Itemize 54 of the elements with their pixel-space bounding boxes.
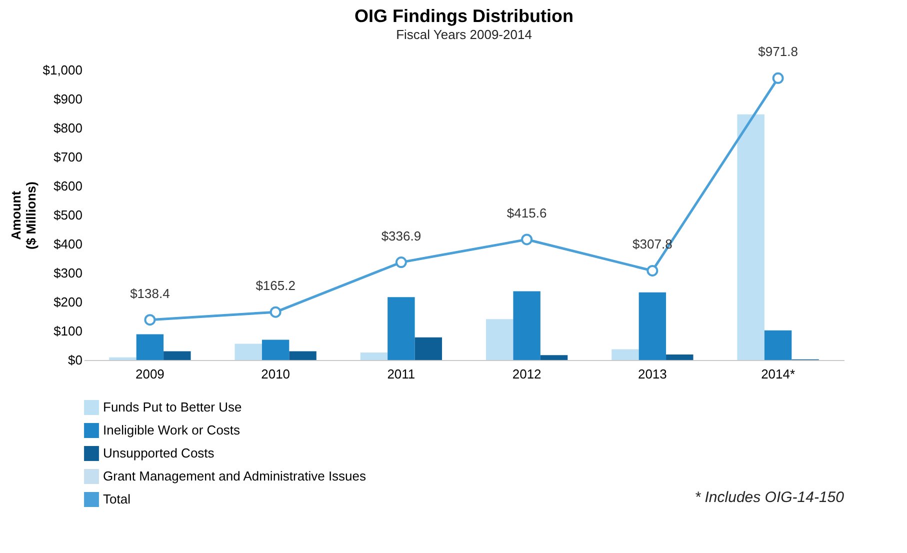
y-tick-label: $600	[54, 178, 82, 194]
y-tick-label: $500	[54, 208, 82, 222]
legend-label: Grant Management and Administrative Issues	[103, 468, 367, 484]
bar	[109, 357, 136, 360]
y-tick-label: $100	[54, 324, 82, 338]
bar	[164, 351, 191, 360]
x-tick-label: 2012	[512, 366, 542, 382]
bar	[234, 344, 262, 360]
y-tick-label: $700	[54, 150, 82, 164]
bar	[737, 114, 764, 360]
bar	[666, 354, 694, 360]
bar	[638, 292, 666, 360]
point	[395, 256, 407, 268]
x-tick-label: 2009	[135, 366, 164, 382]
data-label: $138.4	[130, 286, 170, 301]
legend-label: Funds Put to Better Use	[103, 400, 242, 414]
x-tick-label: 2014*	[761, 366, 796, 382]
bar	[414, 337, 442, 360]
y-tick-label: $1,000	[42, 62, 82, 78]
point	[270, 306, 282, 318]
x-tick-label: 2011	[387, 366, 416, 382]
data-label: $415.6	[506, 205, 547, 220]
y-tick-label: $800	[54, 120, 82, 136]
bar	[764, 330, 792, 360]
bar	[136, 334, 164, 360]
y-tick-label: $300	[54, 266, 82, 280]
data-label: $336.9	[381, 228, 422, 244]
text: * Includes OIG-14-150	[694, 489, 845, 506]
x-tick-label: 2010	[261, 366, 290, 382]
bar	[360, 352, 388, 360]
bar	[612, 349, 639, 360]
data-label: $971.8	[758, 44, 798, 60]
y-tick-label: $400	[54, 236, 82, 252]
bar	[540, 355, 568, 360]
y-tick-label: $900	[54, 92, 82, 106]
bar	[262, 340, 290, 360]
legend-label: Unsupported Costs	[103, 446, 215, 460]
y-axis-title: Amount ($ Millions)	[8, 182, 39, 250]
bar	[289, 351, 316, 360]
legend-label: Ineligible Work or Costs	[103, 422, 241, 438]
point	[521, 234, 533, 246]
chart-subtitle: Fiscal Years 2009-2014	[396, 27, 532, 42]
legend-label: Total	[103, 492, 131, 506]
chart-title: OIG Findings Distribution	[354, 6, 574, 26]
x-tick-label: 2013	[638, 366, 667, 382]
y-tick-label: $200	[54, 294, 82, 310]
point	[772, 72, 784, 84]
bar	[388, 297, 415, 360]
data-label: $165.2	[256, 278, 296, 294]
bar	[513, 291, 540, 360]
point	[144, 314, 156, 326]
point	[646, 265, 658, 276]
bar	[486, 319, 514, 360]
y-tick-label: $0	[68, 352, 82, 368]
